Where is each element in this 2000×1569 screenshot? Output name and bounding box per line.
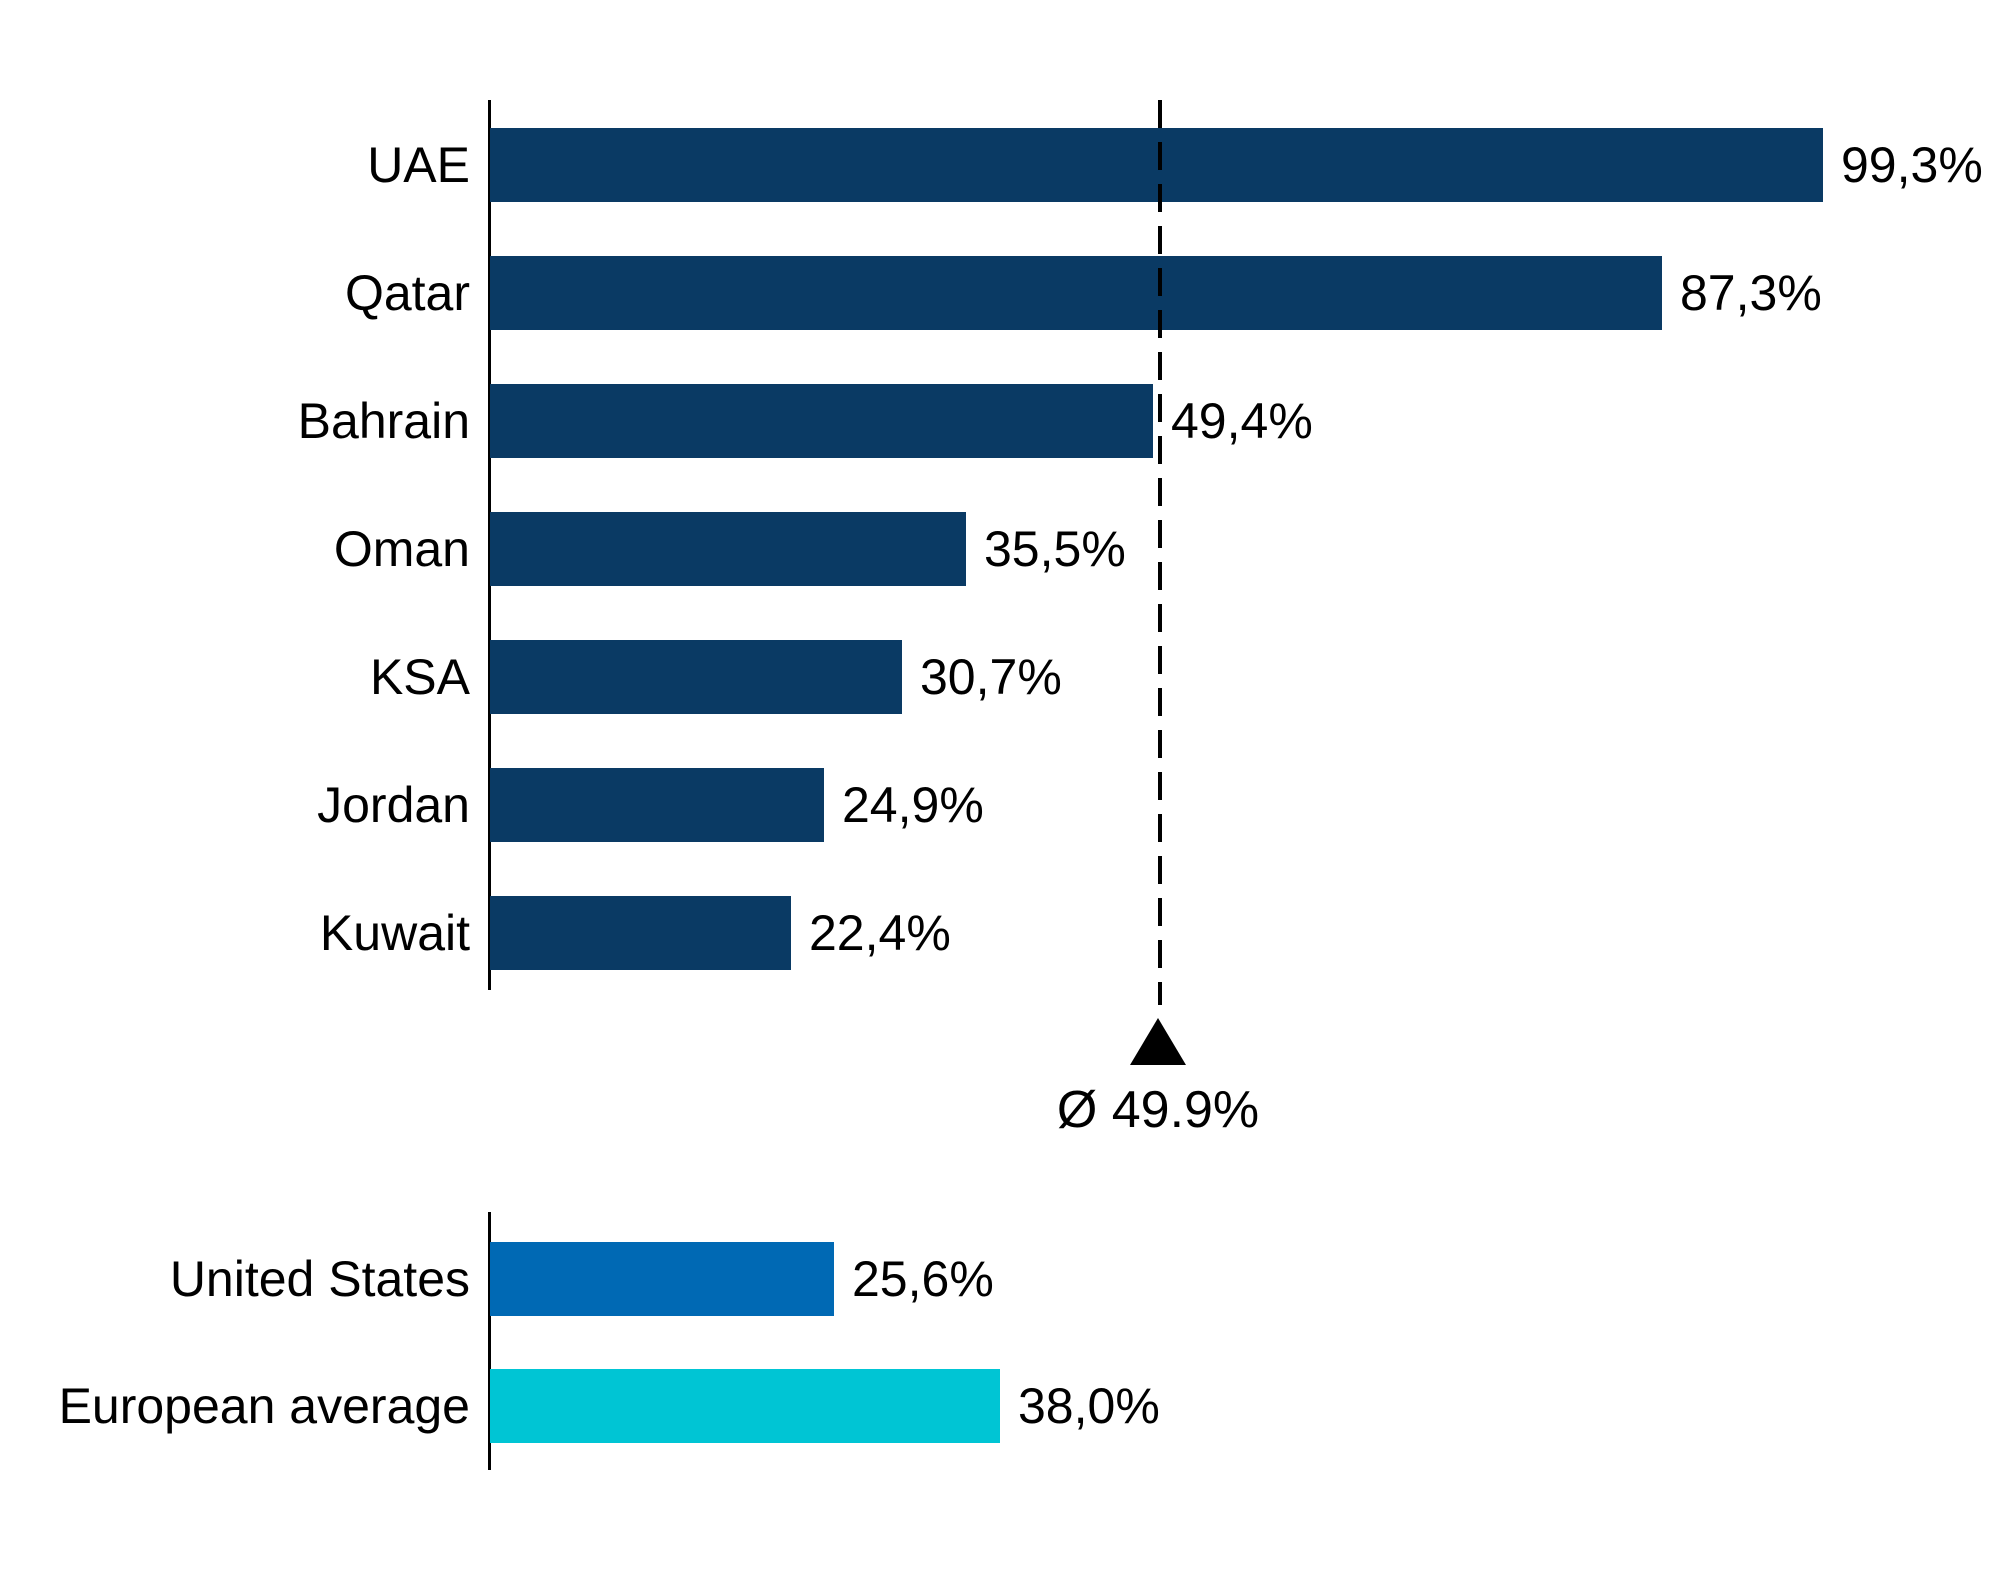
comparison-chart-axis-line (488, 1212, 491, 1470)
value-label: 30,7% (920, 649, 1062, 705)
bar (490, 640, 902, 714)
value-label: 25,6% (852, 1251, 994, 1307)
category-label: European average (58, 1378, 470, 1434)
value-label: 38,0% (1018, 1378, 1160, 1434)
bar (490, 128, 1823, 202)
category-label: Kuwait (319, 905, 470, 961)
value-label: 22,4% (809, 905, 951, 961)
average-dashed-line (1158, 100, 1162, 1005)
bar (490, 1242, 834, 1316)
bar (490, 768, 824, 842)
category-label: Qatar (344, 265, 470, 321)
top-chart-axis-line (488, 100, 491, 990)
category-label: Jordan (317, 777, 470, 833)
bar (490, 384, 1153, 458)
value-label: 24,9% (842, 777, 984, 833)
average-value-label: Ø 49.9% (1056, 1081, 1260, 1139)
average-triangle-icon (1130, 1018, 1186, 1065)
category-label: Oman (333, 521, 470, 577)
category-label: KSA (369, 649, 470, 705)
category-label: United States (169, 1251, 470, 1307)
value-label: 99,3% (1841, 137, 1983, 193)
value-label: 35,5% (984, 521, 1126, 577)
category-label: Bahrain (297, 393, 470, 449)
bar (490, 1369, 1000, 1443)
category-label: UAE (367, 137, 470, 193)
bar (490, 512, 966, 586)
value-label: 87,3% (1680, 265, 1822, 321)
value-label: 49,4% (1171, 393, 1313, 449)
bar (490, 896, 791, 970)
bar (490, 256, 1662, 330)
